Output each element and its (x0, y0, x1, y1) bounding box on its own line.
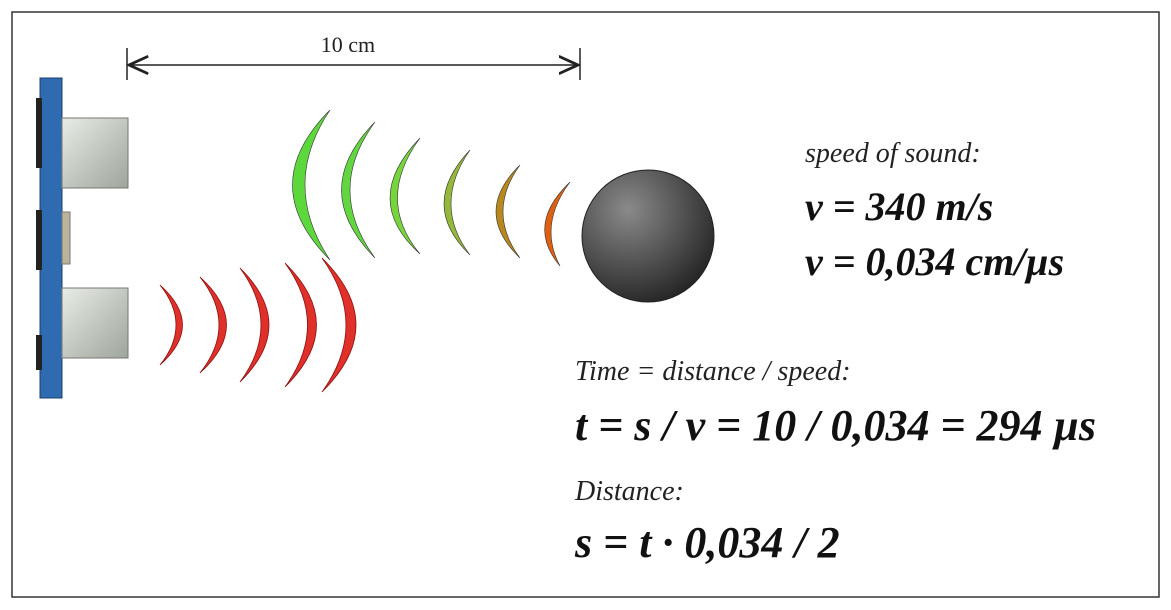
formula-caption: Time = distance / speed: (575, 356, 851, 387)
formula: v = 0,034 cm/µs (805, 239, 1064, 284)
formula: s = t · 0,034 / 2 (574, 518, 840, 567)
sensor (36, 77, 129, 399)
formula: v = 340 m/s (805, 184, 993, 229)
dimension: 10 cm (126, 32, 581, 80)
reflected-waves (292, 109, 571, 267)
formula: t = s / v = 10 / 0,034 = 294 µs (575, 401, 1096, 450)
formula-caption: speed of sound: (805, 138, 981, 169)
frame (11, 11, 1160, 598)
target-object (581, 169, 715, 303)
emitted-waves (159, 257, 357, 393)
formula-caption: Distance: (574, 476, 684, 507)
dimension-label: 10 cm (321, 32, 375, 57)
